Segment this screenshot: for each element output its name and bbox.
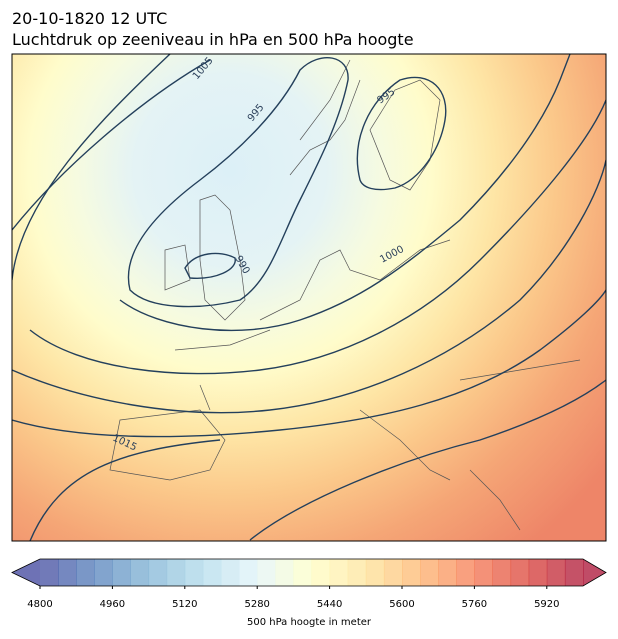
colorbar-segment bbox=[112, 559, 131, 586]
colorbar-segment bbox=[546, 559, 566, 586]
colorbar-segment bbox=[474, 559, 493, 586]
colorbar-segment bbox=[94, 559, 113, 586]
colorbar-segment bbox=[564, 559, 584, 586]
colorbar-tick-label: 4800 bbox=[27, 599, 52, 610]
colorbar-tick-label: 5280 bbox=[244, 599, 269, 610]
colorbar-tick-label: 5760 bbox=[462, 599, 487, 610]
colorbar-segment bbox=[438, 559, 457, 586]
colorbar-extend-high bbox=[583, 559, 606, 586]
map: 1005 995 995 990 1000 1015 bbox=[12, 54, 606, 541]
isobar bbox=[12, 54, 571, 332]
colorbar-segment bbox=[239, 559, 258, 586]
subtitle: Luchtdruk op zeeniveau in hPa en 500 hPa… bbox=[12, 30, 414, 49]
colorbar-tick-label: 5920 bbox=[534, 599, 559, 610]
colorbar-segment bbox=[293, 559, 312, 586]
colorbar-segment bbox=[510, 559, 530, 586]
colorbar-segment bbox=[365, 559, 385, 586]
colorbar-segment bbox=[166, 559, 186, 586]
isobar bbox=[356, 76, 447, 191]
colorbar-segment bbox=[221, 559, 240, 586]
colorbar-segment bbox=[420, 559, 439, 586]
map-background bbox=[12, 54, 606, 541]
colorbar-tick-label: 5600 bbox=[389, 599, 414, 610]
colorbar-segment bbox=[130, 559, 150, 586]
colorbar-segment bbox=[58, 559, 77, 586]
colorbar-segment bbox=[347, 559, 367, 586]
colorbar-segment bbox=[202, 559, 222, 586]
colorbar: 4800 4960 5120 5280 5440 5600 5760 5920 bbox=[11, 558, 607, 610]
colorbar-segment bbox=[456, 559, 475, 586]
coastline bbox=[109, 59, 581, 531]
colorbar-tick-label: 5120 bbox=[172, 599, 197, 610]
colorbar-extend-low bbox=[12, 559, 40, 586]
colorbar-segment bbox=[311, 559, 331, 586]
isobar bbox=[29, 379, 606, 541]
title: 20-10-1820 12 UTC bbox=[12, 9, 167, 28]
colorbar-segment bbox=[40, 559, 59, 586]
isobar bbox=[12, 289, 606, 438]
colorbar-segment bbox=[402, 559, 421, 586]
map-frame bbox=[11, 53, 607, 542]
isobar bbox=[12, 54, 606, 375]
isobar bbox=[127, 56, 349, 308]
colorbar-segment bbox=[383, 559, 403, 586]
colorbar-segment bbox=[329, 559, 349, 586]
colorbar-segment bbox=[148, 559, 168, 586]
isobar bbox=[184, 252, 236, 279]
colorbar-segment bbox=[492, 559, 512, 586]
colorbar-segment bbox=[528, 559, 548, 586]
colorbar-label: 500 hPa hoogte in meter bbox=[247, 617, 372, 628]
colorbar-segment bbox=[257, 559, 276, 586]
colorbar-segment bbox=[76, 559, 95, 586]
colorbar-tick-label: 5440 bbox=[317, 599, 342, 610]
colorbar-segment bbox=[184, 559, 204, 586]
isobar bbox=[12, 159, 606, 414]
colorbar-segment bbox=[275, 559, 294, 586]
colorbar-tick-label: 4960 bbox=[100, 599, 125, 610]
